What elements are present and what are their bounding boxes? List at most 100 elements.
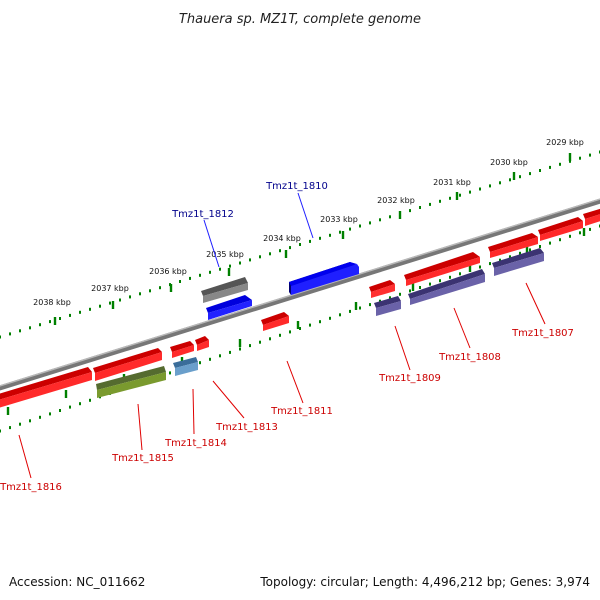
- gene-arrow-red-g[interactable]: [0, 367, 92, 409]
- inner-track-dot: [369, 303, 371, 307]
- outer-track-dot: [89, 307, 91, 311]
- outer-track-dot: [329, 233, 331, 237]
- outer-track-dot: [0, 335, 1, 339]
- inner-track-dot: [9, 426, 11, 430]
- tick-label-2031: 2031 kbp: [433, 178, 471, 187]
- outer-track-dot: [79, 310, 81, 314]
- tick-label-2029: 2029 kbp: [546, 138, 584, 147]
- gene-arrow-red-f[interactable]: [93, 348, 162, 381]
- inner-track-dot: [449, 275, 451, 279]
- gene-arrow-red-c[interactable]: [488, 233, 538, 258]
- outer-track-dot: [579, 156, 581, 160]
- outer-track-dot: [389, 215, 391, 219]
- inner-track-dot: [239, 347, 241, 351]
- outer-track-dot: [519, 175, 521, 179]
- gene-label-1809[interactable]: Tmz1t_1809: [378, 373, 441, 384]
- gene-label-1815[interactable]: Tmz1t_1815: [111, 453, 174, 464]
- outer-track-dot: [439, 199, 441, 203]
- inner-track-dot: [409, 289, 411, 293]
- inner-track-dot: [539, 245, 541, 248]
- inner-track-dot: [569, 234, 571, 238]
- outer-track-dot: [19, 329, 21, 333]
- inner-track-dot: [579, 231, 581, 235]
- gene-arrow-red-a[interactable]: [369, 280, 395, 298]
- gene-label-1812[interactable]: Tmz1t_1812: [171, 209, 234, 220]
- inner-major-tick: [354, 302, 358, 310]
- outer-track-dot: [49, 320, 51, 324]
- gene-block-olive[interactable]: [96, 366, 166, 398]
- gene-label-1810[interactable]: Tmz1t_1810: [265, 181, 328, 192]
- gene-arrow-red-b[interactable]: [404, 252, 480, 286]
- gene-arrow-red-i[interactable]: [195, 336, 209, 351]
- gene-arrow-red-1811[interactable]: [261, 312, 289, 331]
- gene-label-1813[interactable]: Tmz1t_1813: [215, 422, 278, 433]
- gene-label-1807[interactable]: Tmz1t_1807: [511, 328, 574, 339]
- outer-track-dot: [319, 236, 321, 240]
- inner-track-dot: [279, 333, 281, 337]
- inner-track-dot: [19, 422, 21, 426]
- gene-block-navy-1808[interactable]: [408, 269, 485, 305]
- inner-track-dot: [499, 258, 501, 262]
- outer-track-dot: [269, 252, 271, 256]
- gene-block-steel[interactable]: [173, 357, 198, 376]
- outer-track-dot: [339, 230, 341, 234]
- gene-arrow-1810[interactable]: [289, 262, 359, 295]
- gene-arrow-red-e[interactable]: [583, 207, 600, 226]
- inner-major-tick: [525, 245, 529, 253]
- inner-track-dot: [379, 299, 381, 303]
- inner-track-dot: [79, 402, 81, 406]
- outer-track-dot: [409, 209, 411, 213]
- inner-track-dot: [519, 251, 521, 255]
- inner-major-tick: [411, 283, 415, 291]
- gene-arrow-red-h[interactable]: [170, 341, 194, 358]
- inner-track-dot: [589, 227, 591, 231]
- outer-track-dot: [129, 295, 131, 299]
- outer-track-dot: [239, 261, 241, 265]
- inner-track-dot: [319, 320, 321, 324]
- gene-arrow-red-d[interactable]: [538, 217, 583, 241]
- inner-track-dot: [399, 292, 401, 296]
- gene-label-1814[interactable]: Tmz1t_1814: [164, 438, 227, 449]
- inner-track-dot: [269, 337, 271, 341]
- inner-track-dot: [0, 429, 1, 433]
- outer-track-dot: [119, 298, 121, 302]
- outer-track-dot: [149, 289, 151, 293]
- outer-track-dot: [229, 264, 231, 268]
- gene-label-1808[interactable]: Tmz1t_1808: [438, 352, 501, 363]
- tick-label-2032: 2032 kbp: [377, 196, 415, 205]
- tick-label-2038: 2038 kbp: [33, 298, 71, 307]
- outer-track-dot: [419, 206, 421, 209]
- gene-block-grey[interactable]: [201, 277, 248, 303]
- inner-track-dot: [509, 255, 511, 259]
- outer-major-tick: [455, 192, 459, 200]
- reverse-genes: [96, 248, 544, 398]
- inner-track-dot: [559, 238, 561, 242]
- gene-label-1811[interactable]: Tmz1t_1811: [270, 406, 333, 417]
- genome-summary: Topology: circular; Length: 4,496,212 bp…: [259, 575, 590, 589]
- outer-track-dot: [559, 162, 561, 166]
- gene-block-navy-1809[interactable]: [374, 296, 401, 316]
- outer-track-dot: [379, 218, 381, 222]
- outer-track-dot: [349, 227, 351, 231]
- outer-major-tick: [398, 211, 402, 219]
- inner-track-dot: [489, 262, 491, 266]
- outer-track-dot: [69, 313, 71, 317]
- inner-major-tick: [582, 228, 586, 236]
- inner-major-tick: [296, 321, 300, 329]
- gene-label-1816[interactable]: Tmz1t_1816: [0, 482, 62, 493]
- inner-track-dot: [259, 340, 261, 344]
- gene-block-navy-1807[interactable]: [492, 248, 544, 276]
- inner-track-dot: [349, 309, 351, 313]
- outer-track-dot: [469, 190, 471, 194]
- outer-track-dot: [289, 246, 291, 250]
- inner-track-dot: [359, 306, 361, 310]
- inner-major-tick: [238, 339, 242, 347]
- outer-track-dot: [219, 267, 221, 271]
- tick-label-2035: 2035 kbp: [206, 250, 244, 259]
- inner-major-tick: [468, 264, 472, 272]
- outer-track-dot: [309, 239, 311, 243]
- outer-track-dot: [359, 224, 361, 228]
- gene-arrow-1812[interactable]: [206, 295, 252, 320]
- inner-track-dot: [529, 248, 531, 252]
